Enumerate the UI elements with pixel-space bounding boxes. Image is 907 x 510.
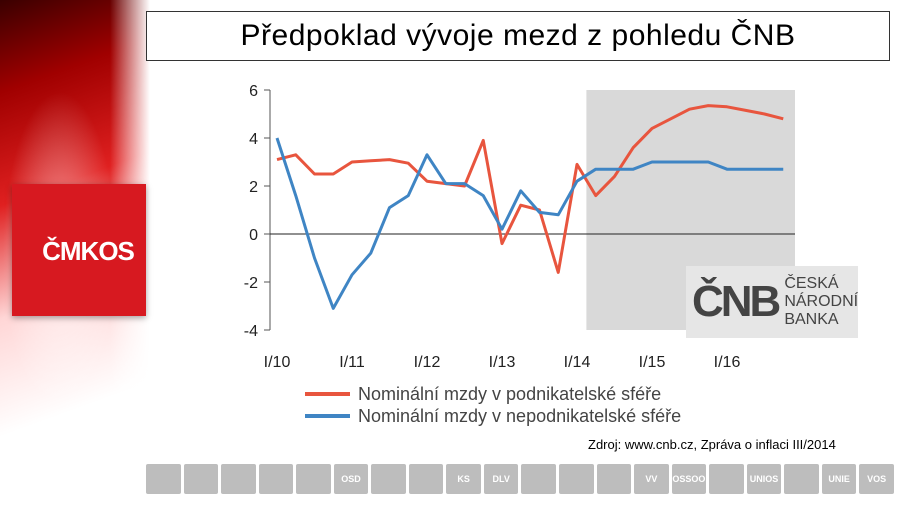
legend-label-1: Nominální mzdy v nepodnikatelské sféře xyxy=(358,406,681,426)
title-box: Předpoklad vývoje mezd z pohledu ČNB xyxy=(146,11,890,61)
legend: Nominální mzdy v podnikatelské sféřeNomi… xyxy=(305,384,681,426)
y-tick-label: 4 xyxy=(249,131,258,148)
x-tick-label: I/12 xyxy=(414,354,441,371)
series-lines xyxy=(275,104,784,310)
footer-logo-8: KS xyxy=(446,464,481,494)
cnb-logo-name-line2: NÁRODNÍ BANKA xyxy=(784,293,859,328)
legend-label-0: Nominální mzdy v podnikatelské sféře xyxy=(358,384,661,404)
footer-logo-2 xyxy=(221,464,256,494)
footer-logo-6 xyxy=(371,464,406,494)
footer-logo-7 xyxy=(408,464,444,494)
footer-logo-12 xyxy=(596,464,632,494)
footer-logo-4 xyxy=(296,464,331,494)
x-tick-label: I/13 xyxy=(489,354,516,371)
y-tick-label: 2 xyxy=(249,179,258,196)
wage-forecast-chart: 6 4 2 0 -2 -4 I/10 I/11 I/12 I/13 I/14 I/15 I/16 No… xyxy=(244,83,795,426)
cmkos-logo: ČMKOS xyxy=(12,184,146,316)
x-axis-ticks: I/10 I/11 I/12 I/13 I/14 I/15 I/16 xyxy=(264,354,741,371)
x-tick-label: I/15 xyxy=(639,354,666,371)
series-line-1 xyxy=(275,137,784,310)
x-tick-label: I/10 xyxy=(264,354,291,371)
footer-logo-13: VV xyxy=(634,464,669,494)
y-tick-label: 6 xyxy=(249,83,258,100)
cmkos-logo-text: ČMKOS xyxy=(42,235,135,266)
y-tick-label: -2 xyxy=(244,275,258,292)
x-tick-label: I/11 xyxy=(339,354,365,371)
footer-logo-16: UNIOS xyxy=(746,464,782,494)
x-tick-label: I/14 xyxy=(564,354,591,371)
footer-logo-11 xyxy=(559,464,594,494)
footer-logo-15 xyxy=(709,464,744,494)
footer-logo-14: OSSOO xyxy=(671,464,707,494)
footer-logo-1 xyxy=(183,464,219,494)
footer-logo-3 xyxy=(258,464,294,494)
x-tick-label: I/16 xyxy=(714,354,741,371)
y-tick-label: 0 xyxy=(249,227,258,244)
footer-logo-10 xyxy=(521,464,557,494)
footer-logo-18: UNIE xyxy=(821,464,857,494)
footer-logo-19: VOS xyxy=(859,464,894,494)
cnb-logo-name-line1: ČESKÁ xyxy=(784,275,839,292)
cnb-logo-name: ČESKÁ NÁRODNÍ BANKA xyxy=(784,275,858,329)
cnb-logo-mark: ČNB xyxy=(692,277,781,326)
footer-logo-9: DLV xyxy=(483,464,519,494)
y-axis-ticks: 6 4 2 0 -2 -4 xyxy=(244,83,270,340)
series-line-0 xyxy=(276,104,784,274)
cnb-logo: ČNB ČESKÁ NÁRODNÍ BANKA xyxy=(686,266,858,338)
y-tick-label: -4 xyxy=(244,323,258,340)
footer-logo-5: OSD xyxy=(333,464,369,494)
footer-logo-0 xyxy=(146,464,181,494)
footer-member-logos: OSD KS DLV VV OSSOO UNIOS UNIE VOS xyxy=(146,464,894,498)
footer-logo-17 xyxy=(784,464,819,494)
source-note: Zdroj: www.cnb.cz, Zpráva o inflaci III/… xyxy=(588,437,836,452)
page-title: Předpoklad vývoje mezd z pohledu ČNB xyxy=(240,19,796,52)
